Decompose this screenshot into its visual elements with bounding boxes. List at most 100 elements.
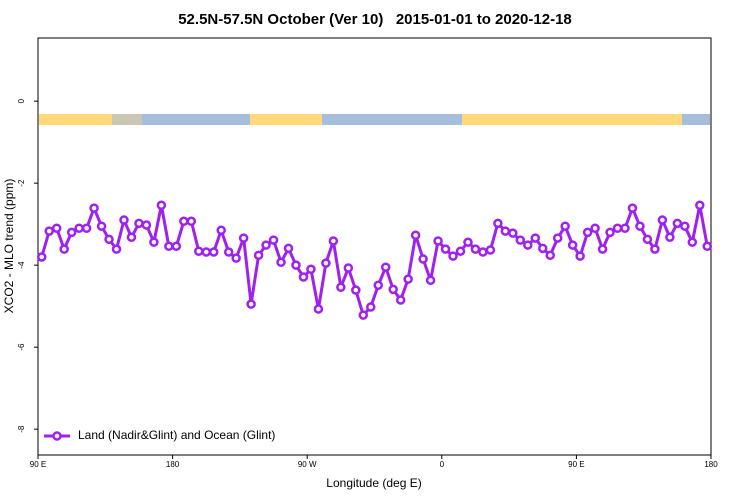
point <box>276 257 286 268</box>
point <box>665 232 675 243</box>
point <box>380 262 391 272</box>
point <box>366 302 376 312</box>
point <box>283 243 294 254</box>
point <box>306 264 316 275</box>
point <box>141 220 152 230</box>
y-tick-label: -2 <box>17 179 26 187</box>
point <box>238 233 249 243</box>
ocean-band <box>682 114 710 125</box>
x-tick-label: 90 E <box>30 460 46 469</box>
point <box>515 235 526 245</box>
point <box>672 218 683 229</box>
point <box>448 251 458 261</box>
y-tick-label: -6 <box>17 343 26 351</box>
point <box>455 246 466 256</box>
point <box>657 215 668 225</box>
point <box>567 240 578 250</box>
point <box>702 241 713 252</box>
point <box>134 218 144 229</box>
point <box>81 223 92 234</box>
point <box>695 200 705 211</box>
y-tick-label: -8 <box>17 425 26 433</box>
chart-title: 52.5N-57.5N October (Ver 10) 2015-01-01 … <box>178 11 572 28</box>
legend-marker <box>52 431 62 441</box>
point <box>560 221 570 231</box>
point <box>552 233 563 243</box>
ocean-band <box>112 114 142 125</box>
point <box>650 244 660 254</box>
point <box>253 250 264 261</box>
point <box>463 237 473 247</box>
point <box>96 221 107 231</box>
point <box>530 233 541 243</box>
point <box>485 245 496 255</box>
point <box>597 244 608 254</box>
point <box>500 226 511 236</box>
point <box>74 223 84 234</box>
point <box>336 282 346 293</box>
y-axis-label: XCO2 - MLO trend (ppm) <box>2 179 16 314</box>
point <box>508 228 518 238</box>
y-tick-label: 0 <box>17 98 26 103</box>
point <box>425 275 436 286</box>
point <box>291 260 301 270</box>
point <box>440 244 451 254</box>
point <box>194 246 204 256</box>
point <box>268 235 279 245</box>
point <box>104 234 114 245</box>
point <box>351 285 361 295</box>
point <box>51 223 62 234</box>
point <box>620 223 630 234</box>
point <box>186 216 197 227</box>
point <box>680 221 690 231</box>
point <box>388 284 398 295</box>
point <box>635 221 645 231</box>
point <box>201 247 211 257</box>
x-tick-label: 90 W <box>298 460 317 469</box>
point <box>523 240 533 250</box>
x-tick-label: 0 <box>440 460 445 469</box>
point <box>328 236 339 246</box>
point <box>373 280 383 290</box>
point <box>231 253 241 263</box>
point <box>321 258 331 268</box>
point <box>433 236 443 246</box>
x-axis-label: Longitude (deg E) <box>326 476 421 490</box>
point <box>478 247 488 257</box>
point <box>582 227 593 238</box>
point <box>612 223 623 234</box>
x-tick-label: 180 <box>166 460 180 469</box>
point <box>470 244 481 254</box>
point <box>403 274 413 284</box>
point <box>89 203 99 213</box>
legend-label: Land (Nadir&Glint) and Ocean (Glint) <box>78 428 275 442</box>
point <box>246 299 256 309</box>
point <box>223 247 234 257</box>
point <box>149 237 159 247</box>
point <box>575 251 585 261</box>
ocean-band <box>142 114 250 125</box>
point <box>590 223 600 234</box>
point <box>179 216 189 227</box>
point <box>164 241 174 252</box>
ocean-band <box>322 114 462 125</box>
point <box>642 234 653 245</box>
point <box>358 310 369 320</box>
y-tick-label: -4 <box>17 261 26 269</box>
point <box>298 272 309 282</box>
point <box>410 230 421 240</box>
point <box>208 247 219 257</box>
point <box>545 250 555 261</box>
point <box>171 241 182 252</box>
point <box>627 203 638 213</box>
point <box>126 232 137 243</box>
plot-frame <box>37 37 712 456</box>
point <box>261 240 271 250</box>
point <box>66 227 77 238</box>
point <box>343 263 354 273</box>
point <box>59 244 69 254</box>
point <box>313 304 324 314</box>
surface-band <box>39 114 710 125</box>
x-tick-label: 180 <box>704 460 718 469</box>
